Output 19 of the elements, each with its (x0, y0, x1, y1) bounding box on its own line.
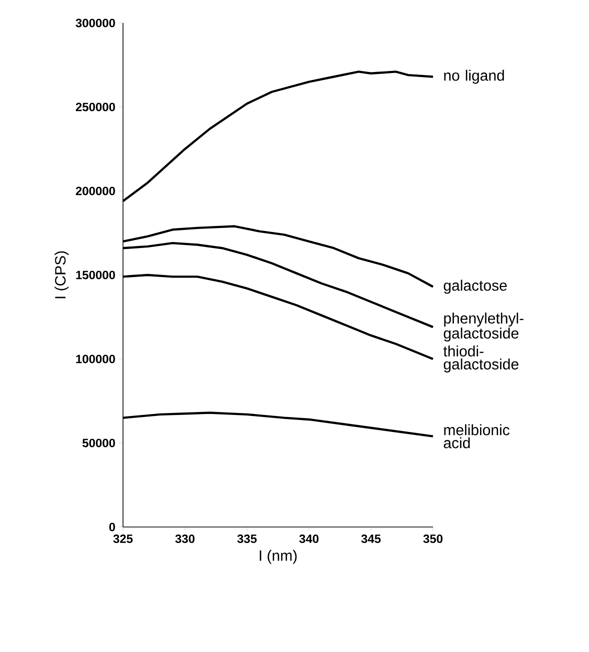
x-tick-label: 340 (299, 534, 319, 544)
series-label: thiodi-galactoside (443, 345, 518, 372)
series-label: galactose (444, 280, 507, 294)
x-tick-label: 350 (423, 534, 443, 544)
x-tick-label: 345 (361, 534, 381, 544)
y-tick-label: 0 (109, 522, 115, 532)
x-tick-label: 330 (175, 534, 195, 544)
series-label: no ligand (444, 70, 504, 84)
y-tick-label: 100000 (76, 354, 115, 364)
x-tick-label: 335 (237, 534, 257, 544)
x-tick-label: 325 (113, 534, 133, 544)
y-tick-label: 300000 (76, 18, 115, 28)
y-axis-title: I (CPS) (54, 251, 69, 298)
series-label: melibionic acid (444, 424, 510, 448)
y-tick-label: 50000 (82, 438, 115, 448)
y-tick-label: 250000 (76, 102, 115, 112)
y-tick-label: 150000 (76, 270, 115, 280)
x-axis-title: I (nm) (260, 550, 297, 564)
y-tick-label: 200000 (76, 186, 115, 196)
